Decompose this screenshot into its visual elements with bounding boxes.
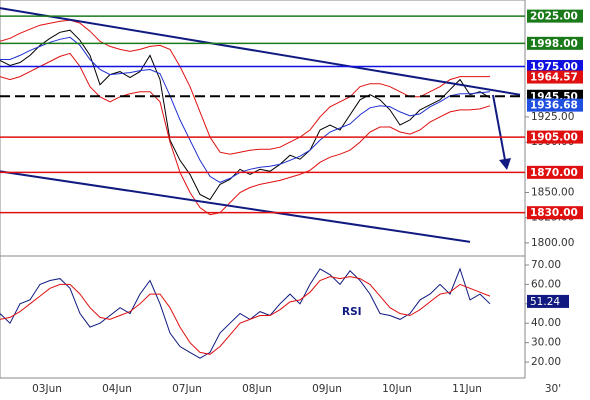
series-line	[0, 276, 491, 355]
x-tick-label: 10Jun	[382, 383, 412, 395]
plot-frame	[0, 0, 526, 379]
x-tick-label: 04Jun	[102, 383, 132, 395]
x-tick-label: 09Jun	[312, 383, 342, 395]
arrow-head	[499, 158, 511, 170]
x-tick-label: 11Jun	[452, 383, 482, 395]
level-label: 1964.57	[530, 72, 578, 84]
trend-line	[0, 170, 471, 243]
level-label: 1936.68	[530, 100, 578, 112]
current-box	[527, 294, 569, 308]
current-label: 51.24	[530, 296, 560, 308]
level-box	[527, 70, 583, 84]
x-tick-label: 03Jun	[32, 383, 62, 395]
y-tick-label: 1800.00	[531, 237, 574, 249]
x-tick-label: 08Jun	[242, 383, 272, 395]
y-tick-label: 30.00	[531, 337, 561, 349]
level-label: 1830.00	[530, 207, 578, 219]
y-tick-label: 70.00	[531, 259, 561, 271]
x-tick-label: 07Jun	[172, 383, 202, 395]
level-label: 1870.00	[530, 167, 578, 179]
level-label: 1905.00	[530, 132, 578, 144]
series-line	[0, 36, 491, 183]
level-label: 2025.00	[530, 11, 578, 23]
panel-title: RSI	[342, 306, 362, 318]
level-box	[527, 60, 583, 74]
level-label: 1975.00	[530, 61, 578, 73]
y-tick-label: 1850.00	[531, 187, 574, 199]
trend-line	[0, 7, 521, 96]
x-tick-label: 30'	[545, 383, 561, 395]
arrow	[492, 94, 506, 161]
level-box	[527, 130, 583, 144]
level-box	[527, 36, 583, 50]
y-tick-label: 20.00	[531, 356, 561, 368]
y-tick-label: 60.00	[531, 278, 561, 290]
level-box	[527, 9, 583, 23]
level-box	[527, 206, 583, 220]
level-box	[527, 98, 583, 112]
level-label: 1998.00	[530, 38, 578, 50]
level-box	[527, 165, 583, 179]
y-tick-label: 40.00	[531, 317, 561, 329]
series-line	[0, 52, 491, 216]
y-tick-label: 1925.00	[531, 111, 574, 123]
series-line	[0, 267, 491, 359]
